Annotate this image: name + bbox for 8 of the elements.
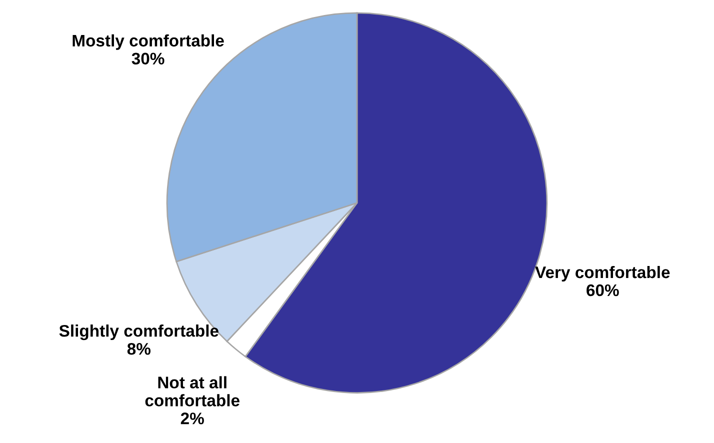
slice-label: Not at all comfortable: [145, 376, 240, 406]
data-label: 60%: [586, 284, 619, 296]
slice-label: Very comfortable: [535, 266, 670, 282]
slice-label: Slightly comfortable: [59, 324, 218, 340]
slice-label: Mostly comfortable: [72, 34, 224, 50]
data-label: 30%: [132, 52, 164, 65]
data-label: 2%: [180, 412, 204, 424]
data-label: 8%: [127, 342, 151, 355]
